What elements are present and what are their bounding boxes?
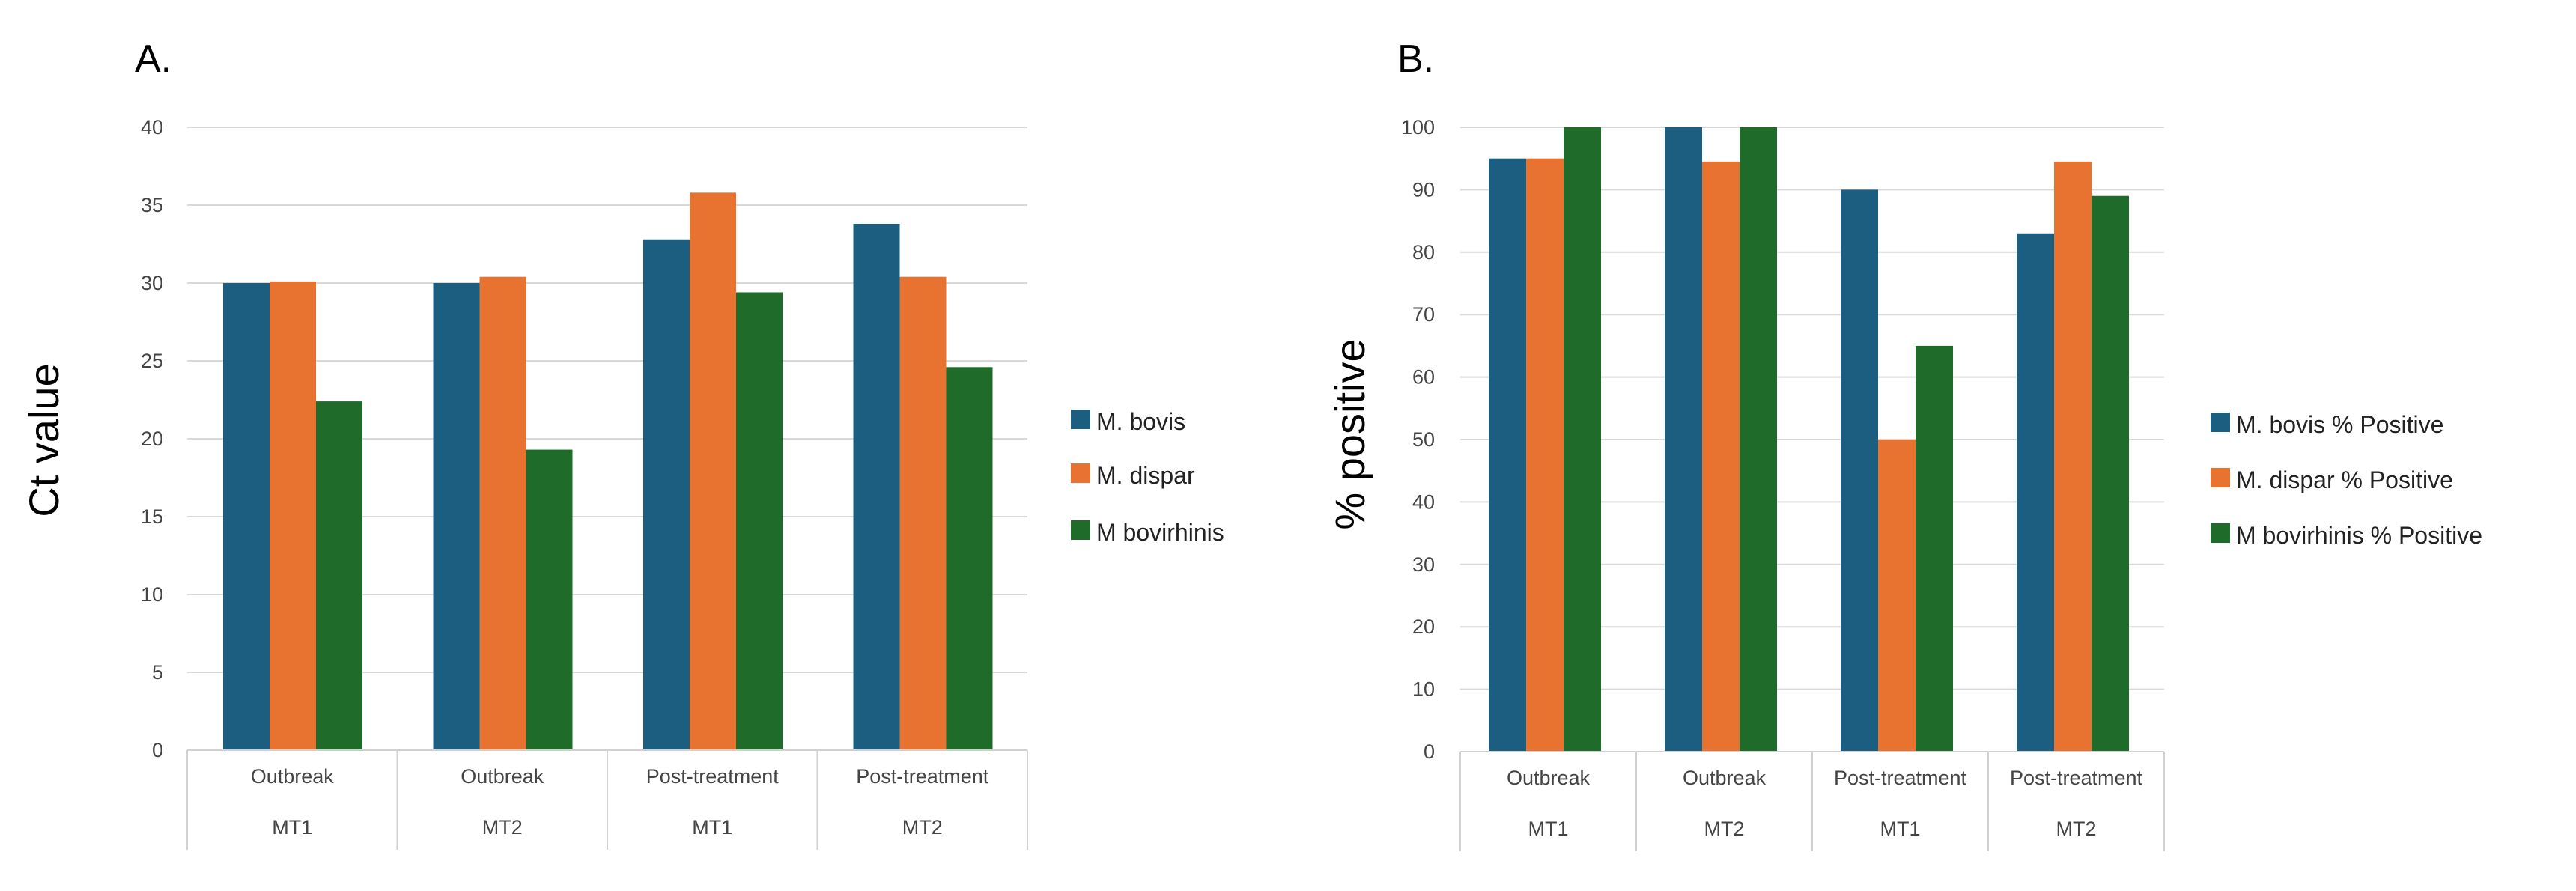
chart-a-ytick-label: 25 bbox=[141, 350, 163, 372]
chart-a-bar-2-3 bbox=[690, 192, 736, 750]
chart-a-legend-label: M. bovis bbox=[1096, 408, 1185, 435]
chart-b-bar-3-1 bbox=[1564, 127, 1601, 752]
chart-b-ytick-label: 80 bbox=[1412, 241, 1435, 264]
chart-a-category-label-bottom: MT2 bbox=[482, 816, 523, 839]
chart-b-bar-2-2 bbox=[1702, 161, 1740, 752]
chart-b-panel-label: B. bbox=[1397, 37, 1434, 81]
chart-a-category-label-bottom: MT2 bbox=[902, 816, 943, 839]
chart-b-category-label-top: Post-treatment bbox=[2010, 767, 2143, 789]
chart-b-ytick-label: 100 bbox=[1401, 116, 1435, 139]
chart-a-bar-2-2 bbox=[479, 276, 526, 750]
chart-a-category-label-bottom: MT1 bbox=[692, 816, 732, 839]
chart-b-bar-2-1 bbox=[1526, 158, 1564, 752]
chart-b-bar-3-3 bbox=[1916, 345, 1953, 752]
chart-a-ytick-label: 40 bbox=[141, 116, 163, 139]
chart-a-ytick-label: 20 bbox=[141, 428, 163, 450]
chart-b-ytick-label: 40 bbox=[1412, 490, 1435, 513]
chart-b-ytick-label: 90 bbox=[1412, 178, 1435, 201]
chart-b-ytick-label: 70 bbox=[1412, 303, 1435, 326]
chart-a-category-label-top: Post-treatment bbox=[646, 765, 780, 788]
chart-b-legend-label: M bovirhinis % Positive bbox=[2236, 522, 2482, 549]
chart-a-ytick-label: 10 bbox=[141, 583, 163, 606]
chart-b-y-axis-title: % positive bbox=[1326, 338, 1373, 529]
chart-b-category-label-top: Post-treatment bbox=[1834, 767, 1967, 789]
chart-a-ytick-label: 30 bbox=[141, 272, 163, 294]
chart-a-bar-3-4 bbox=[946, 367, 993, 750]
chart-b-category-label-bottom: MT2 bbox=[2056, 818, 2097, 840]
chart-b-category-label-top: Outbreak bbox=[1507, 767, 1591, 789]
chart-b-bar-2-3 bbox=[1878, 440, 1916, 752]
chart-a-panel-label: A. bbox=[135, 37, 171, 81]
chart-a-bar-2-1 bbox=[270, 281, 316, 750]
chart-a-bar-3-2 bbox=[526, 449, 573, 750]
chart-a-ytick-label: 35 bbox=[141, 194, 163, 216]
chart-a-bar-2-4 bbox=[899, 276, 947, 750]
chart-a-ytick-label: 5 bbox=[152, 661, 163, 684]
chart-a-category-label-top: Post-treatment bbox=[856, 765, 989, 788]
chart-b-legend-label: M. bovis % Positive bbox=[2236, 411, 2443, 438]
chart-b-bar-3-4 bbox=[2092, 195, 2129, 752]
chart-a-bar-1-3 bbox=[643, 239, 690, 750]
chart-a-ytick-label: 0 bbox=[152, 739, 163, 761]
chart-a-legend-swatch bbox=[1071, 410, 1090, 429]
chart-b-legend-swatch bbox=[2211, 523, 2230, 543]
chart-b-legend-label: M. dispar % Positive bbox=[2236, 466, 2453, 493]
chart-b-ytick-label: 20 bbox=[1412, 615, 1435, 638]
chart-b-bar-1-2 bbox=[1665, 127, 1702, 752]
chart-a-y-axis-title: Ct value bbox=[20, 363, 67, 517]
chart-a-category-label-top: Outbreak bbox=[251, 765, 335, 788]
chart-a-legend-label: M bovirhinis bbox=[1096, 519, 1224, 546]
chart-b-legend-swatch bbox=[2211, 413, 2230, 432]
chart-b-ytick-label: 30 bbox=[1412, 553, 1435, 576]
chart-b-bar-1-1 bbox=[1489, 158, 1526, 752]
chart-a-category-label-top: Outbreak bbox=[461, 765, 544, 788]
chart-a-bar-1-1 bbox=[223, 283, 270, 750]
chart-b-category-label-bottom: MT1 bbox=[1528, 818, 1569, 840]
chart-b-category-label-top: Outbreak bbox=[1683, 767, 1767, 789]
chart-a-bar-3-1 bbox=[316, 401, 362, 750]
chart-a-legend-label: M. dispar bbox=[1096, 462, 1195, 489]
chart-b-bar-3-2 bbox=[1740, 127, 1777, 752]
chart-b-ytick-label: 50 bbox=[1412, 428, 1435, 451]
chart-a-legend-swatch bbox=[1071, 520, 1090, 540]
chart-b-category-label-bottom: MT2 bbox=[1704, 818, 1745, 840]
chart-b-ytick-label: 0 bbox=[1424, 741, 1435, 763]
chart-b-legend-swatch bbox=[2211, 468, 2230, 487]
chart-b: B. 0 10 20 30 40 50 60 70 80 90 100 % positive Outbre… bbox=[1326, 37, 2482, 851]
chart-b-category-label-bottom: MT1 bbox=[1880, 818, 1921, 840]
chart-b-ytick-label: 10 bbox=[1412, 678, 1435, 701]
chart-b-bar-1-4 bbox=[2017, 233, 2054, 752]
chart-a-bar-1-4 bbox=[853, 223, 900, 751]
chart-a: A. 0 5 10 15 20 25 30 35 40 Ct value Outbreak MT1 Out… bbox=[20, 37, 1224, 850]
chart-b-bar-1-3 bbox=[1841, 189, 1878, 752]
chart-a-ytick-label: 15 bbox=[141, 505, 163, 528]
chart-a-bar-3-3 bbox=[736, 292, 783, 751]
chart-a-bar-1-2 bbox=[433, 283, 480, 750]
chart-b-bar-2-4 bbox=[2054, 161, 2092, 752]
chart-a-legend-swatch bbox=[1071, 463, 1090, 483]
chart-a-category-label-bottom: MT1 bbox=[272, 816, 312, 839]
chart-b-ytick-label: 60 bbox=[1412, 366, 1435, 389]
